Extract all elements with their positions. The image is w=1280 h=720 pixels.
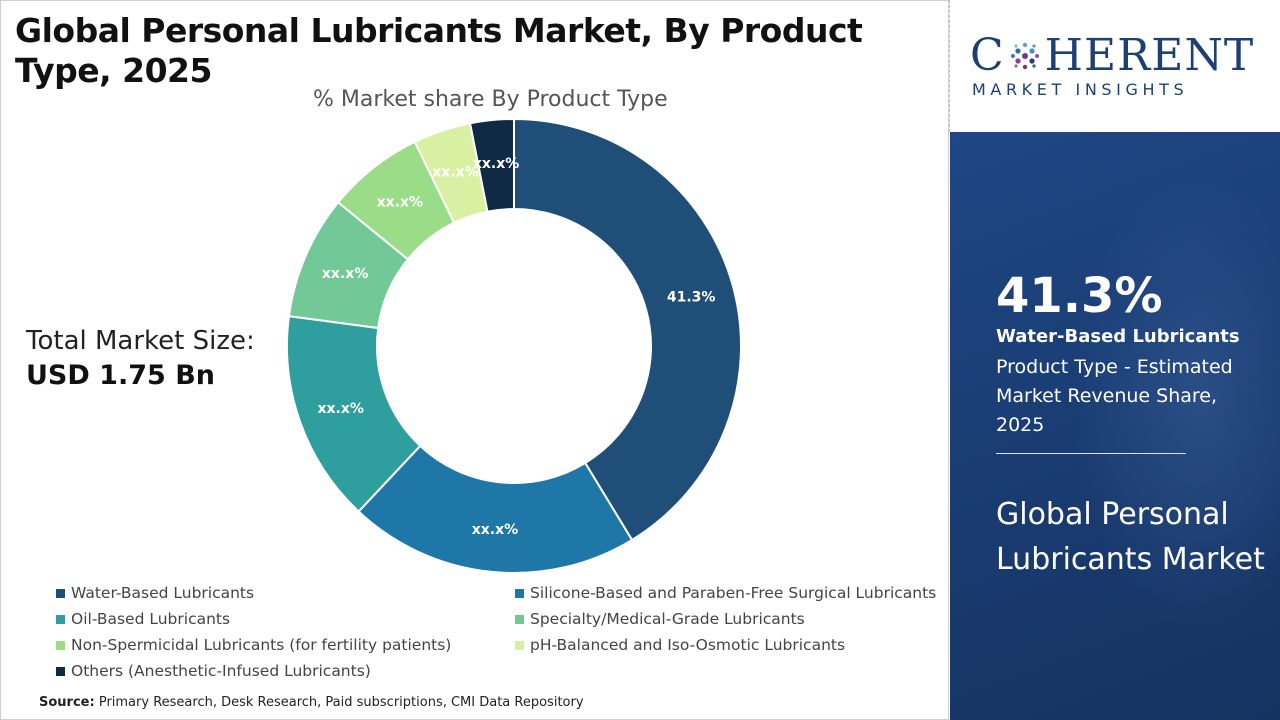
market-size-value: USD 1.75 Bn [26, 360, 215, 391]
legend-label: Silicone-Based and Paraben-Free Surgical… [530, 584, 937, 602]
legend-swatch [56, 640, 65, 650]
highlight-market-name: Global Personal Lubricants Market [996, 497, 1265, 577]
legend-swatch [56, 666, 65, 676]
page-title: Global Personal Lubricants Market, By Pr… [15, 11, 863, 90]
legend-label: Specialty/Medical-Grade Lubricants [530, 610, 805, 628]
legend-item: Others (Anesthetic-Infused Lubricants) [56, 662, 371, 680]
logo-wordmark: C HERENT [970, 30, 1254, 81]
donut-slice-label-0: 41.3% [667, 289, 716, 305]
donut-slice-6 [468, 117, 515, 213]
highlight-description: Product Type - Estimated Market Revenue … [996, 356, 1233, 436]
legend-label: Others (Anesthetic-Infused Lubricants) [71, 662, 371, 680]
legend-swatch [515, 640, 524, 650]
logo-letters-herent: HERENT [1044, 30, 1255, 81]
source-text: Primary Research, Desk Research, Paid su… [98, 695, 584, 710]
header-divider [949, 0, 950, 132]
highlight-panel: 41.3% Water-Based Lubricants Product Typ… [950, 132, 1280, 720]
logo-letter-c: C [970, 30, 1005, 81]
logo-tagline: MARKET INSIGHTS [972, 80, 1189, 99]
legend-item: Silicone-Based and Paraben-Free Surgical… [515, 584, 936, 602]
source-note: Source: Primary Research, Desk Research,… [39, 695, 584, 710]
legend-label: Oil-Based Lubricants [71, 610, 231, 628]
legend-item: pH-Balanced and Iso-Osmotic Lubricants [515, 636, 845, 654]
donut-slice-label-4: xx.x% [377, 195, 423, 211]
legend-swatch [56, 588, 65, 598]
brand-logo: C HERENT MARKET INSIGHTS [950, 0, 1280, 132]
legend-item: Water-Based Lubricants [56, 584, 254, 602]
donut-slice-0 [513, 117, 742, 542]
legend-item: Oil-Based Lubricants [56, 610, 230, 628]
donut-slice-label-6: xx.x% [473, 156, 519, 172]
highlight-value: 41.3% [996, 268, 1163, 324]
donut-slice-label-1: xx.x% [472, 522, 518, 538]
donut-slice-1 [357, 444, 634, 574]
legend-item: Non-Spermicidal Lubricants (for fertilit… [56, 636, 451, 654]
legend-label: pH-Balanced and Iso-Osmotic Lubricants [530, 636, 846, 654]
legend-item: Specialty/Medical-Grade Lubricants [515, 610, 805, 628]
legend-swatch [515, 614, 524, 624]
chart-panel: Global Personal Lubricants Market, By Pr… [0, 0, 949, 720]
source-label: Source: [39, 695, 95, 710]
donut-slice-label-5: xx.x% [432, 165, 478, 181]
legend-swatch [515, 588, 524, 598]
market-size-label: Total Market Size: [26, 326, 255, 356]
logo-globe-icon [1010, 42, 1039, 69]
legend-label: Water-Based Lubricants [71, 584, 255, 602]
donut-chart: 41.3%xx.x%xx.x%xx.x%xx.x%xx.x%xx.x% [286, 117, 742, 574]
donut-slice-label-3: xx.x% [322, 266, 368, 282]
market-size-block: Total Market Size: USD 1.75 Bn [26, 326, 255, 391]
legend-label: Non-Spermicidal Lubricants (for fertilit… [71, 636, 452, 654]
highlight-divider [996, 453, 1186, 454]
highlight-segment: Water-Based Lubricants [996, 326, 1240, 347]
donut-slice-label-2: xx.x% [317, 401, 363, 417]
chart-subtitle: % Market share By Product Type [313, 87, 668, 112]
panel-background-glow [1070, 172, 1280, 632]
legend-swatch [56, 614, 65, 624]
